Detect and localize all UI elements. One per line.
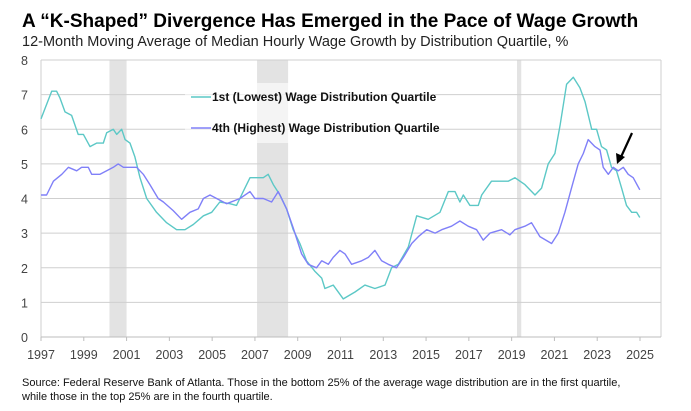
arrow-head-icon [616, 153, 625, 164]
x-tick-label: 2007 [241, 348, 269, 362]
legend-label-4th-quartile: 4th (Highest) Wage Distribution Quartile [212, 121, 440, 135]
y-tick-label: 1 [21, 296, 28, 310]
legend: 1st (Lowest) Wage Distribution Quartile … [185, 83, 440, 143]
x-tick-label: 1997 [27, 348, 55, 362]
series-lines [40, 76, 641, 300]
legend-label-1st-quartile: 1st (Lowest) Wage Distribution Quartile [212, 90, 437, 104]
x-tick-label: 2023 [583, 348, 611, 362]
x-tick-label: 2011 [327, 348, 354, 362]
y-tick-label: 2 [21, 262, 28, 276]
source-note-line-2: while those in the top 25% are in the fo… [21, 391, 273, 403]
x-tick-label: 2019 [498, 348, 526, 362]
chart-subtitle: 12-Month Moving Average of Median Hourly… [22, 34, 569, 50]
x-tick-label: 2025 [626, 348, 654, 362]
x-axis-labels: 1997 1999 2001 2003 2005 2007 2009 2011 2013 2015… [27, 348, 654, 362]
x-tick-label: 2009 [284, 348, 312, 362]
source-note-line-1: Source: Federal Reserve Bank of Atlanta.… [22, 377, 620, 389]
x-tick-label: 2021 [541, 348, 569, 362]
arrow-annotation [616, 132, 633, 164]
x-tick-label: 2001 [113, 348, 141, 362]
arrow-shaft [620, 132, 633, 158]
y-tick-label: 5 [21, 158, 28, 172]
x-tick-label: 2013 [369, 348, 397, 362]
x-tick-label: 2005 [198, 348, 226, 362]
y-tick-label: 3 [21, 227, 28, 241]
x-tick-label: 2015 [412, 348, 440, 362]
y-tick-label: 6 [21, 123, 28, 137]
y-axis-labels: 0 1 2 3 4 5 6 7 8 [21, 54, 28, 345]
y-tick-label: 0 [21, 331, 28, 345]
chart-title: A “K-Shaped” Divergence Has Emerged in t… [22, 11, 638, 32]
y-tick-label: 7 [21, 89, 28, 103]
series-line-1st-quartile [40, 76, 641, 300]
y-tick-label: 8 [21, 54, 28, 68]
x-tick-label: 2017 [455, 348, 483, 362]
x-tick-label: 1999 [70, 348, 98, 362]
gridlines [40, 59, 662, 341]
series-line-4th-quartile [41, 138, 641, 269]
y-tick-label: 4 [21, 193, 28, 207]
legend-background [185, 83, 435, 143]
x-tick-label: 2003 [155, 348, 183, 362]
